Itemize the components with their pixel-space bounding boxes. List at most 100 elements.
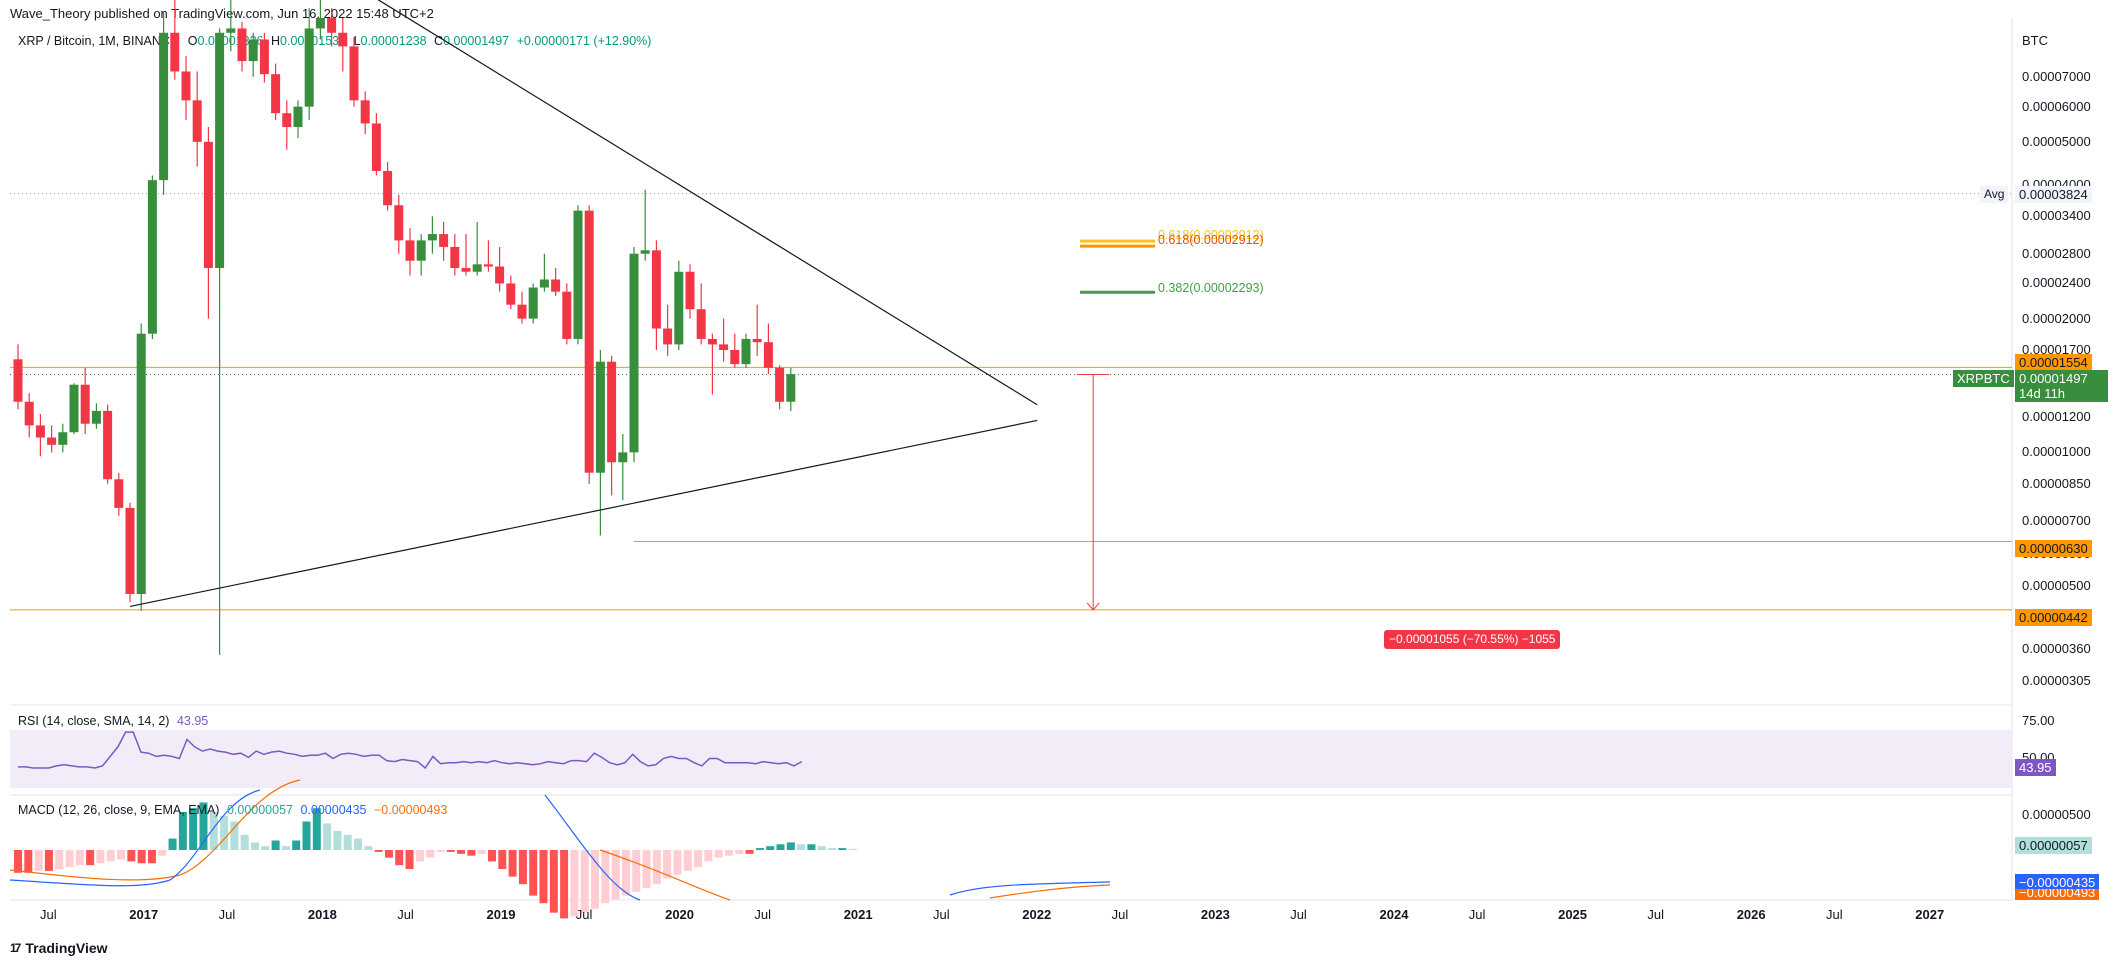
open-label: O — [187, 34, 198, 48]
macd-hist-bar — [694, 850, 703, 868]
macd-hist-bar — [209, 812, 218, 850]
price-tick-label: 0.00005000 — [2022, 133, 2091, 149]
macd-hist-bar — [395, 850, 404, 866]
brand-name: TradingView — [25, 940, 108, 956]
candle-body — [69, 384, 79, 433]
close-label: C — [434, 34, 444, 48]
rsi-title[interactable]: RSI (14, close, SMA, 14, 2) — [18, 714, 170, 728]
macd-title[interactable]: MACD (12, 26, close, 9, EMA, EMA) — [18, 803, 220, 817]
macd-hist-bar — [735, 850, 744, 854]
macd-hist-bar — [776, 844, 785, 850]
candle-body — [461, 268, 471, 272]
candle-body — [293, 106, 303, 127]
macd-line — [9, 789, 261, 887]
time-tick-label: 2018 — [307, 907, 337, 922]
macd-hist-bar — [137, 850, 146, 864]
macd-hist-bar — [405, 850, 414, 869]
time-tick-label: Jul — [40, 907, 57, 922]
macd-hist-bar — [55, 850, 64, 869]
rsi-tick-75: 75.00 — [2022, 713, 2055, 728]
macd-hist-bar — [487, 850, 496, 862]
macd-signal-recent — [989, 884, 1111, 899]
candle-body — [349, 46, 359, 101]
currency-label: BTC — [2022, 33, 2048, 48]
candle-body — [640, 250, 650, 254]
candle-body — [315, 18, 325, 29]
macd-hist-bar — [838, 848, 847, 850]
candle-body — [450, 246, 460, 269]
candle-body — [147, 180, 157, 334]
time-tick-label: 2027 — [1915, 907, 1945, 922]
candle-body — [562, 291, 572, 339]
macd-hist-bar — [117, 850, 126, 860]
symbol-label[interactable]: XRP / Bitcoin, 1M, BINANCE — [18, 34, 179, 48]
avg-value-tag: 0.00003824 — [2015, 186, 2092, 203]
price-tick-label: 0.00000500 — [2022, 578, 2091, 594]
price-tick-label: 0.00006000 — [2022, 98, 2091, 114]
candle-body — [741, 338, 751, 365]
macd-hist-bar — [24, 850, 33, 873]
candle-body — [775, 367, 785, 402]
change-value: +0.00000171 (+12.90%) — [516, 34, 652, 48]
tradingview-brand[interactable]: 17 TradingView — [10, 940, 108, 956]
macd-hist-bar — [724, 850, 733, 856]
candle-body — [103, 410, 113, 480]
time-tick-label: 2019 — [486, 907, 516, 922]
candle-body — [159, 32, 169, 181]
time-tick-label: Jul — [1111, 907, 1129, 922]
macd-hist-bar — [343, 834, 352, 850]
macd-hist-bar — [230, 821, 239, 850]
candle-body — [730, 349, 740, 365]
candle-body — [427, 234, 437, 241]
macd-hist-bar — [261, 846, 270, 850]
macd-hist-bar — [673, 850, 682, 875]
candle-body — [584, 210, 594, 473]
candle-body — [338, 32, 348, 47]
macd-line-drop — [544, 794, 641, 901]
countdown-value: 14d 11h — [2019, 386, 2066, 401]
candle-body — [528, 287, 538, 319]
high-label: H — [271, 34, 281, 48]
macd-hist-bar — [539, 850, 548, 904]
rsi-value-tag: 43.95 — [2015, 759, 2056, 776]
candle-body — [663, 328, 673, 345]
candle-body — [752, 338, 762, 343]
measure-arrow-icon — [1086, 602, 1100, 611]
time-tick-label: 2024 — [1379, 907, 1409, 922]
time-tick-label: 2023 — [1200, 907, 1230, 922]
candle-body — [595, 361, 605, 473]
rsi-legend: RSI (14, close, SMA, 14, 2) 43.95 — [18, 714, 208, 728]
measure-label: −0.00001055 (−70.55%) −1055 — [1384, 630, 1561, 649]
macd-hist-tag: 0.00000057 — [2015, 837, 2092, 854]
macd-hist-bar — [415, 850, 424, 862]
macd-hist-bar — [14, 850, 22, 873]
macd-signal-line — [9, 779, 301, 881]
macd-signal-drop — [599, 849, 731, 901]
candle-body — [483, 264, 493, 267]
candle-body — [685, 271, 695, 310]
candle-body — [327, 18, 337, 33]
candle-body — [360, 100, 370, 124]
trendline — [377, 0, 1038, 406]
support-tag-1: 0.00000630 — [2015, 540, 2092, 557]
price-tick-label: 0.00001200 — [2022, 409, 2091, 425]
candle-body — [763, 342, 773, 368]
macd-hist-bar — [498, 850, 507, 869]
macd-hist-bar — [220, 815, 229, 850]
time-tick-label: Jul — [754, 907, 772, 922]
candle-body — [707, 338, 717, 345]
macd-hist-bar — [364, 846, 373, 850]
avg-label: Avg — [1980, 186, 2009, 203]
low-value: 0.00001238 — [360, 34, 427, 48]
candle-body — [203, 141, 213, 269]
price-tick-label: 0.00003400 — [2022, 208, 2091, 224]
low-label: L — [353, 34, 361, 48]
candle-body — [674, 271, 684, 345]
candle-body — [248, 39, 258, 62]
macd-hist-bar — [601, 850, 610, 904]
macd-hist-bar — [292, 840, 301, 850]
macd-hist-bar — [178, 812, 187, 850]
macd-tick: 0.00000500 — [2022, 807, 2091, 822]
macd-hist-bar — [663, 850, 672, 879]
